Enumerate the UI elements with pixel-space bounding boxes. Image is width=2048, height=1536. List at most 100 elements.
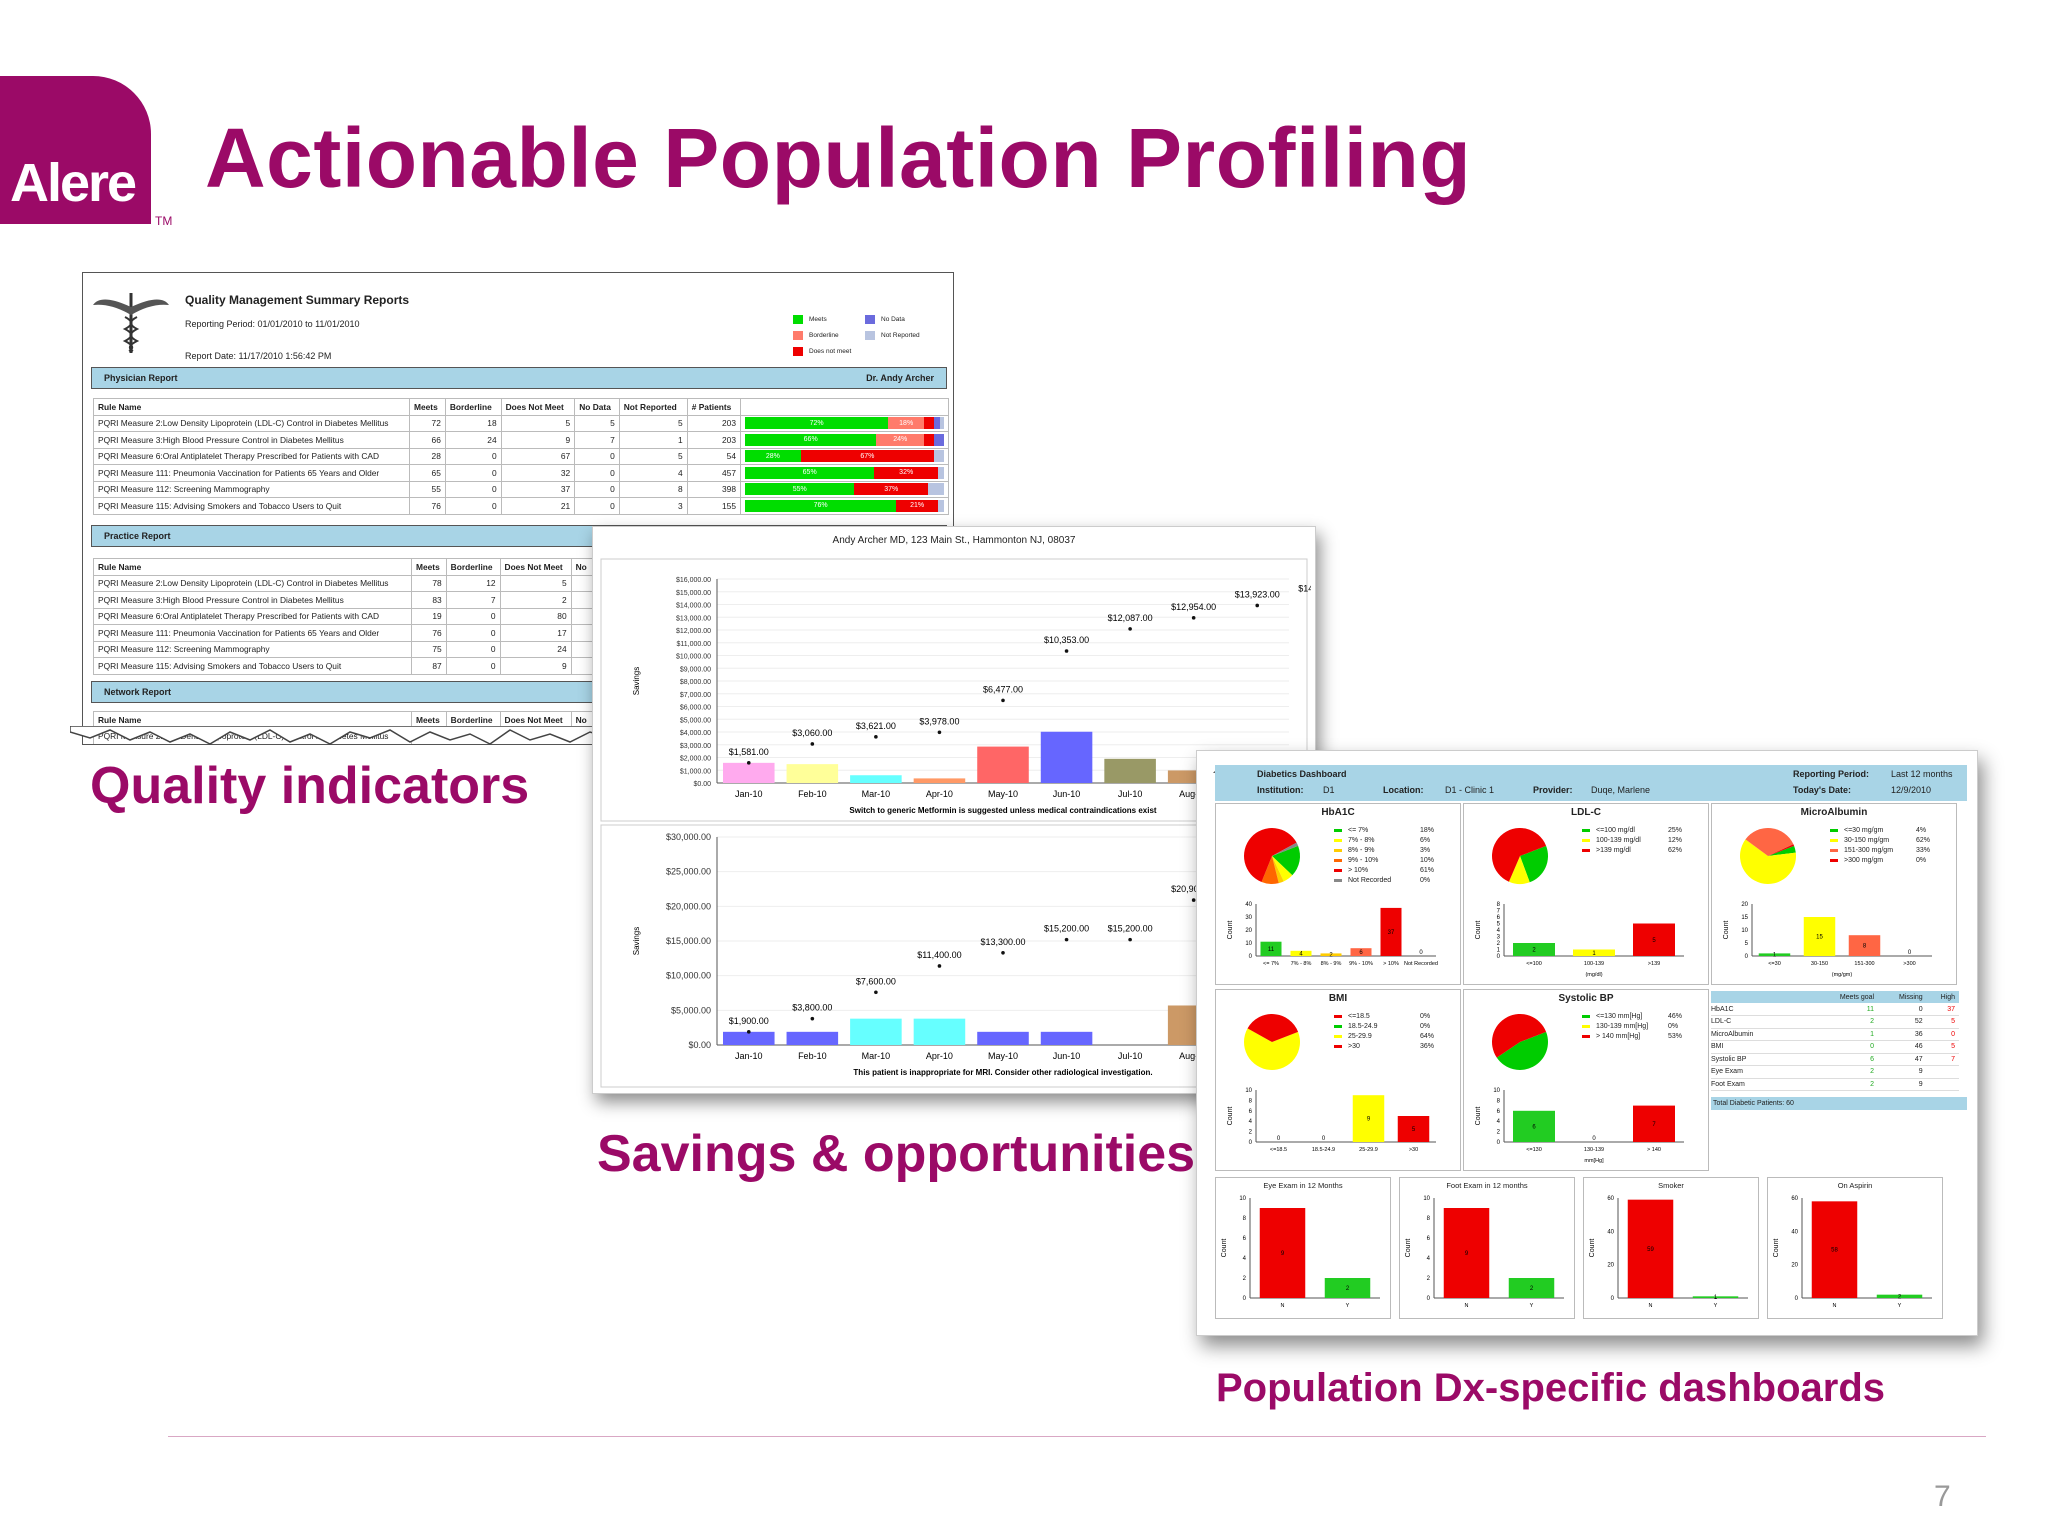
summary-value: 5 [1951, 1043, 1955, 1051]
y-tick-label: $25,000.00 [666, 867, 711, 877]
cell-value: 1 [618, 431, 688, 449]
pie-slice [1247, 1014, 1299, 1042]
legend-swatch [1334, 1025, 1342, 1028]
quality-report: Quality Management Summary Reports Repor… [82, 272, 954, 745]
summary-grid: Meets goal Missing High HbA1C 11 0 37 LDL-C 2 52 5… [1711, 991, 1959, 1091]
alere-logo: Alere [0, 76, 151, 224]
bar-value: 2 [1346, 1286, 1350, 1292]
count-label: Count [1227, 921, 1234, 940]
count-bar [1290, 950, 1312, 956]
y-tick-label: 20 [1791, 1263, 1798, 1269]
legend-percent: 12% [1668, 837, 1683, 844]
bar-value: 9 [1367, 1117, 1371, 1123]
y-tick-label: 6 [1497, 915, 1501, 921]
x-tick-label: >30 [1409, 1147, 1418, 1153]
cell-value: 9 [500, 431, 576, 449]
legend-label: Meets [809, 316, 827, 323]
x-tick-label: Y [1898, 1303, 1902, 1309]
legend-row: 130-139 mm[Hg] 0% [1582, 1022, 1682, 1032]
summary-row: Foot Exam 2 9 [1711, 1078, 1959, 1091]
cumulative-point [1001, 698, 1005, 703]
cumulative-label: $3,621.00 [856, 721, 896, 731]
cumulative-point [1191, 898, 1196, 902]
panel-chart: 0 5 10 15 20 Count 1 <=30 15 30-150 8 151-300 0 >300 (… [1723, 828, 1932, 978]
y-tick-label: $6,000.00 [680, 705, 711, 712]
legend-label: > 140 mm[Hg] [1596, 1033, 1641, 1040]
cumulative-point [810, 1016, 815, 1021]
bar-segment [938, 499, 944, 512]
y-tick-label: $16,000.00 [676, 577, 711, 584]
pie-slice [1768, 845, 1796, 856]
count-bar [1380, 907, 1402, 956]
legend-item: Meets [793, 315, 827, 324]
mini-chart: 0 2 4 6 8 10 Count 9 N 2 Y [1405, 1196, 1564, 1309]
panel-title: LDL-C [1571, 807, 1601, 818]
cell-value: 0 [574, 480, 620, 498]
column-header: Does Not Meet [499, 558, 572, 576]
legend-swatch [1830, 839, 1838, 842]
y-tick-label: 8 [1243, 1216, 1247, 1222]
summary-value: 11 [1866, 1005, 1875, 1013]
y-tick-label: 10 [1493, 1088, 1500, 1094]
legend-label: No Data [881, 316, 905, 323]
cell-value: 76 [411, 624, 447, 642]
cell-value: 5 [618, 447, 688, 465]
bar-value: 2 [1329, 953, 1333, 959]
y-tick-label: 20 [1245, 928, 1252, 934]
y-tick-label: 2 [1249, 1130, 1253, 1136]
legend-label: >30 [1348, 1043, 1360, 1050]
cell-value: 3 [618, 497, 688, 515]
cumulative-label: $12,087.00 [1108, 613, 1153, 623]
summary-measure: LDL-C [1711, 1018, 1732, 1026]
legend-label: > 10% [1348, 867, 1369, 874]
savings-bar [723, 1031, 775, 1045]
cell-value: 0 [445, 607, 501, 625]
x-tick-label: > 10% [1383, 961, 1399, 967]
savings-chart-mri: $0.00 $5,000.00 $10,000.00 $15,000.00 $20,00… [600, 824, 1308, 1088]
count-bar [1876, 1294, 1923, 1298]
legend-row: <=30 mg/gm 4% [1830, 826, 1930, 836]
pie-slice [1272, 856, 1293, 882]
legend-label: 18.5-24.9 [1348, 1023, 1378, 1030]
legend-percent: 25% [1668, 827, 1683, 834]
cell-value: 80 [499, 607, 572, 625]
y-tick-label: 20 [1607, 1263, 1614, 1269]
x-tick-label: 7% - 8% [1291, 961, 1312, 967]
y-tick-label: 2 [1427, 1276, 1431, 1282]
y-tick-label: $4,000.00 [680, 730, 711, 737]
y-tick-label: 6 [1249, 1109, 1253, 1115]
count-bar [1397, 1116, 1430, 1142]
y-tick-label: 40 [1245, 902, 1252, 908]
quality-period: Reporting Period: 01/01/2010 to 11/01/20… [185, 319, 360, 329]
compliance-bar: 72% 18% [745, 417, 944, 430]
rule-name: PQRI Measure 111: Pneumonia Vaccination … [93, 464, 410, 482]
y-tick-label: 7 [1497, 909, 1501, 915]
savings-bar [1104, 758, 1156, 783]
rule-name: PQRI Measure 2:Low Density Lipoprotein (… [93, 574, 412, 592]
cumulative-label: $7,600.00 [856, 976, 896, 986]
y-tick-label: $3,000.00 [680, 743, 711, 750]
legend-swatch [1334, 1015, 1342, 1018]
cumulative-label: $3,060.00 [792, 728, 832, 738]
pie-slice [1520, 845, 1548, 883]
bar-segment: 65% [745, 466, 875, 479]
panel-chart: 0 10 20 30 40 Count 11 <= 7% 4 7% - 8% 2 8% - 9% 6 9%… [1227, 828, 1438, 967]
table-header-row: Rule Name Meets Borderline Does Not Meet No [93, 711, 594, 729]
legend-label: <=30 mg/gm [1844, 827, 1884, 834]
compliance-bar-cell: 66% 24% [740, 431, 949, 449]
practice-table: Rule Name Meets Borderline Does Not Meet No P… [93, 558, 594, 675]
trademark: TM [155, 214, 173, 228]
cumulative-label: $13,923.00 [1235, 589, 1280, 599]
cell-value [570, 640, 594, 658]
panel-title: HbA1C [1321, 807, 1355, 818]
legend-row: 8% - 9% 3% [1334, 846, 1434, 856]
y-tick-label: $9,000.00 [680, 666, 711, 673]
savings-report: Andy Archer MD, 123 Main St., Hammonton … [592, 526, 1316, 1094]
legend-label: Borderline [809, 332, 839, 339]
legend-row: 30-150 mg/gm 62% [1830, 836, 1930, 846]
legend-label: Not Reported [881, 332, 920, 339]
savings-chart-metformin: $0.00 $1,000.00 $2,000.00 $3,000.00 $4,000.0… [600, 558, 1311, 822]
cumulative-point [1001, 950, 1005, 955]
table-header-row: Rule Name Meets Borderline Does Not Meet No [93, 558, 594, 576]
